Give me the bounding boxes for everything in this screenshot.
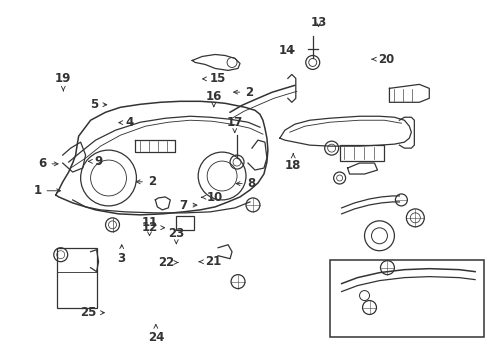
Text: 18: 18 [285, 153, 301, 172]
Bar [329, 260, 483, 337]
Text: 6: 6 [38, 157, 58, 170]
Text: 17: 17 [226, 116, 243, 132]
Text: 22: 22 [158, 256, 178, 269]
Text: 15: 15 [202, 72, 225, 85]
Text: 10: 10 [201, 191, 223, 204]
Text: 25: 25 [80, 306, 104, 319]
Text: 9: 9 [88, 155, 102, 168]
Text: 3: 3 [118, 245, 125, 265]
Text: 1: 1 [33, 184, 61, 197]
Text: 12: 12 [141, 221, 164, 234]
Text: 7: 7 [179, 199, 197, 212]
Bar [57, 248, 96, 307]
Text: 4: 4 [119, 116, 134, 129]
Text: 14: 14 [279, 44, 295, 57]
Bar [176, 216, 194, 230]
Text: 5: 5 [90, 98, 106, 111]
Text: 21: 21 [199, 255, 221, 268]
Text: 11: 11 [141, 216, 157, 236]
Text: 23: 23 [168, 227, 184, 244]
Bar [339, 145, 384, 161]
Text: 2: 2 [233, 86, 253, 99]
Text: 20: 20 [371, 53, 393, 66]
Text: 19: 19 [55, 72, 71, 91]
Text: 16: 16 [205, 90, 222, 107]
Text: 24: 24 [147, 324, 163, 344]
Text: 13: 13 [310, 16, 326, 29]
Text: 8: 8 [236, 177, 255, 190]
Text: 2: 2 [136, 175, 156, 188]
